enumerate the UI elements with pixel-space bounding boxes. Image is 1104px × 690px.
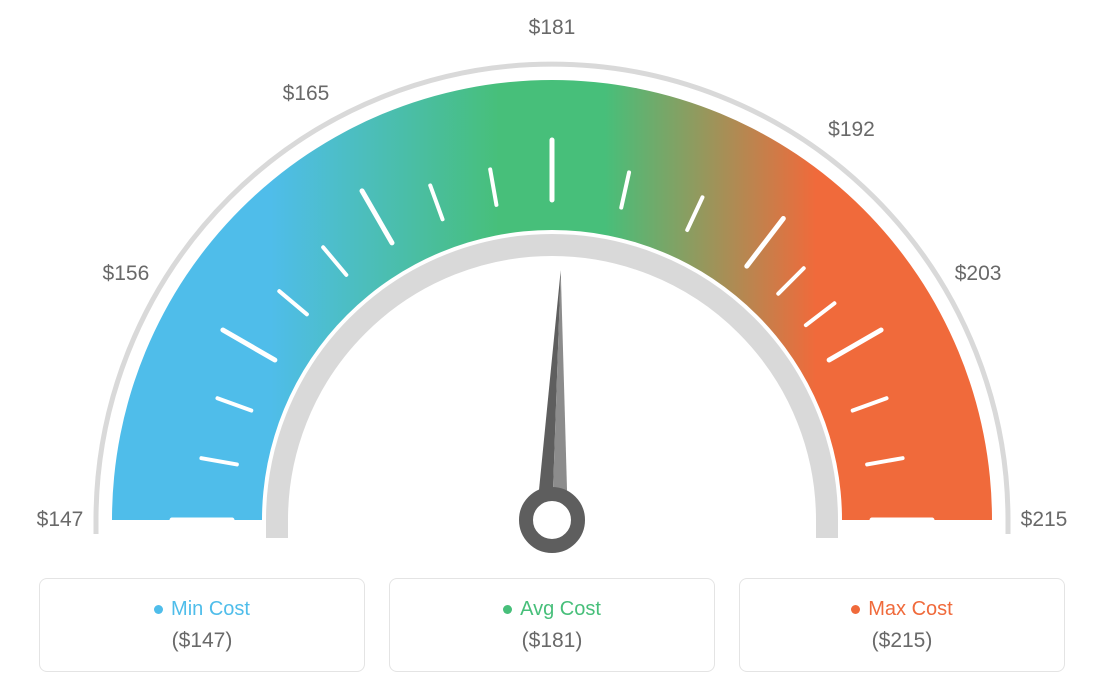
legend-value-max: ($215) [872, 629, 933, 653]
legend-title-avg: Avg Cost [503, 598, 601, 621]
legend-row: Min Cost ($147) Avg Cost ($181) Max Cost… [0, 578, 1104, 672]
legend-dot-avg [503, 605, 512, 614]
legend-value-avg: ($181) [522, 629, 583, 653]
gauge-tick-label: $165 [283, 82, 330, 106]
legend-card-min: Min Cost ($147) [39, 578, 365, 672]
legend-title-max: Max Cost [851, 598, 952, 621]
gauge-tick-label: $203 [955, 262, 1002, 286]
gauge-tick-label: $147 [37, 508, 84, 532]
legend-value-min: ($147) [172, 629, 233, 653]
legend-card-avg: Avg Cost ($181) [389, 578, 715, 672]
gauge-chart: $147 $156 $165 $181 $192 $203 $215 [0, 0, 1104, 560]
legend-label-min: Min Cost [171, 598, 250, 621]
gauge-tick-label: $192 [828, 118, 875, 142]
gauge-tick-label: $156 [103, 262, 150, 286]
legend-dot-min [154, 605, 163, 614]
legend-dot-max [851, 605, 860, 614]
legend-title-min: Min Cost [154, 598, 250, 621]
legend-card-max: Max Cost ($215) [739, 578, 1065, 672]
gauge-tick-label: $181 [529, 16, 576, 40]
legend-label-avg: Avg Cost [520, 598, 601, 621]
gauge-tick-label: $215 [1021, 508, 1068, 532]
gauge-svg [0, 0, 1104, 560]
legend-label-max: Max Cost [868, 598, 952, 621]
